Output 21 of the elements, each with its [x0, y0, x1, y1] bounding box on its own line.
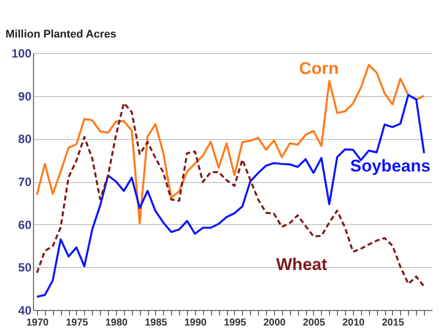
x-tick-label: 1990	[184, 318, 208, 328]
series-label: Wheat	[276, 255, 328, 274]
x-tick-label: 2015	[382, 318, 405, 328]
x-tick-label: 1970	[26, 318, 50, 328]
series-label: Corn	[299, 58, 339, 78]
x-tick-label: 1975	[66, 318, 89, 328]
y-tick-label: 60	[18, 218, 32, 232]
x-tick-label: 1995	[224, 318, 247, 328]
y-tick-label: 50	[18, 260, 32, 275]
y-axis-title: Million Planted Acres	[6, 28, 116, 40]
y-tick-label: 80	[18, 132, 32, 146]
y-tick-label: 40	[18, 304, 32, 318]
x-tick-label: 1985	[144, 318, 168, 328]
x-tick-label: 2010	[342, 318, 366, 328]
y-tick-label: 70	[18, 175, 32, 189]
x-tick-label: 2005	[302, 318, 326, 328]
x-tick-label: 2000	[263, 318, 286, 328]
series-label: Soybeans	[350, 156, 430, 176]
y-tick-label: 90	[18, 89, 32, 104]
x-tick-label: 1980	[105, 318, 128, 328]
y-tick-label: 100	[11, 46, 32, 60]
